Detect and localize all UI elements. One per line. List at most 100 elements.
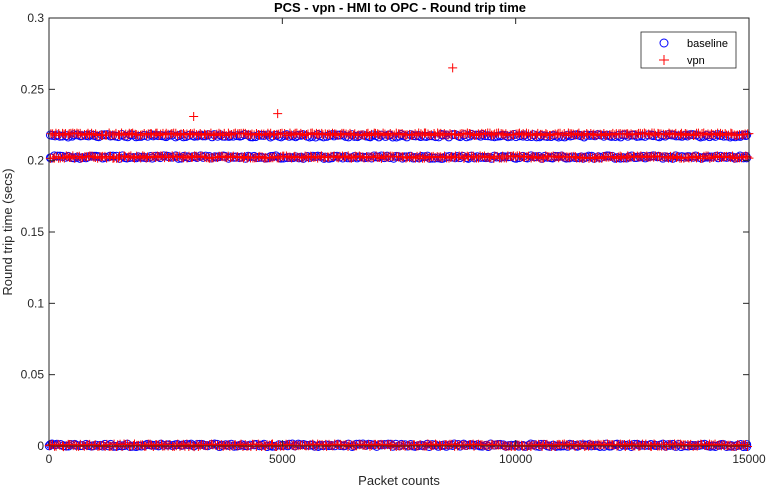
vpn-point <box>142 152 152 162</box>
y-tick-label: 0.3 <box>27 11 44 25</box>
vpn-point <box>397 152 407 162</box>
y-axis-label: Round trip time (secs) <box>0 168 15 295</box>
x-tick-label: 0 <box>46 452 53 466</box>
vpn-point <box>78 152 88 162</box>
vpn-point <box>680 128 690 138</box>
vpn-point <box>187 129 197 139</box>
vpn-point <box>602 439 612 449</box>
x-axis: 0 5000 10000 15000 <box>46 18 766 466</box>
vpn-point <box>216 129 226 139</box>
vpn-point <box>546 130 556 140</box>
vpn-point <box>706 129 716 139</box>
vpn-point <box>742 152 752 162</box>
vpn-point <box>324 152 334 162</box>
vpn-point <box>88 130 98 140</box>
vpn-point <box>350 129 360 139</box>
vpn-point <box>333 130 343 140</box>
vpn-point <box>121 129 131 139</box>
vpn-point <box>559 439 569 449</box>
legend-vpn-marker <box>659 55 669 65</box>
vpn-point <box>710 152 720 162</box>
vpn-point <box>247 129 257 139</box>
vpn-point <box>533 152 543 162</box>
vpn-point <box>259 129 269 139</box>
y-tick-label: 0.1 <box>27 296 44 310</box>
vpn-point <box>421 128 431 138</box>
vpn-point <box>167 151 177 161</box>
vpn-point <box>649 439 659 449</box>
vpn-point <box>650 151 660 161</box>
vpn-point <box>520 152 530 162</box>
vpn-point <box>53 439 63 449</box>
vpn-point <box>197 151 207 161</box>
vpn-point <box>302 152 312 162</box>
vpn-point <box>367 152 377 162</box>
vpn-point <box>255 151 265 161</box>
vpn-point <box>479 151 489 161</box>
vpn-point <box>117 128 127 138</box>
legend: baseline vpn <box>640 31 737 69</box>
vpn-point <box>358 130 368 140</box>
vpn-point <box>718 439 728 449</box>
y-tick-label: 0.25 <box>21 82 45 96</box>
x-tick-label: 10000 <box>499 452 533 466</box>
legend-baseline-marker <box>659 38 669 48</box>
vpn-point <box>315 152 325 162</box>
legend-box <box>640 31 737 69</box>
vpn-point <box>210 130 220 140</box>
vpn-point <box>430 439 440 449</box>
vpn-point <box>331 129 341 139</box>
vpn-point <box>182 153 192 163</box>
x-tick-label: 5000 <box>269 452 296 466</box>
legend-vpn-label: vpn <box>687 55 705 67</box>
vpn-point <box>389 130 399 140</box>
vpn-point <box>76 153 86 163</box>
vpn-point <box>650 440 660 450</box>
vpn-point <box>453 153 463 163</box>
vpn-point <box>325 130 335 140</box>
x-axis-label: Packet counts <box>358 473 440 487</box>
vpn-point <box>445 129 455 139</box>
vpn-point <box>501 129 511 139</box>
vpn-point <box>600 130 610 140</box>
legend-baseline-label: baseline <box>687 38 728 50</box>
vpn-point <box>204 130 214 140</box>
vpn-point <box>346 153 356 163</box>
vpn-point <box>59 153 69 163</box>
vpn-point <box>651 130 661 140</box>
chart-title: PCS - vpn - HMI to OPC - Round trip time <box>274 0 526 15</box>
vpn-point <box>154 130 164 140</box>
y-axis: 0 0.05 0.1 0.15 0.2 0.25 0.3 <box>21 11 749 453</box>
vpn-point <box>273 129 283 139</box>
vpn-point <box>387 439 397 449</box>
vpn-point <box>244 152 254 162</box>
vpn-point <box>333 153 343 163</box>
vpn-point <box>221 130 231 140</box>
vpn-point <box>521 128 531 138</box>
vpn-point <box>207 439 217 449</box>
vpn-point <box>316 151 326 161</box>
vpn-point <box>473 439 483 449</box>
vpn-point <box>197 439 207 449</box>
vpn-point <box>75 128 85 138</box>
vpn-point <box>290 151 300 161</box>
vpn-point <box>471 130 481 140</box>
vpn-point <box>710 439 720 449</box>
baseline-point <box>174 153 184 163</box>
vpn-point <box>626 129 636 139</box>
y-tick-label: 0.05 <box>21 368 45 382</box>
vpn-point <box>436 152 446 162</box>
vpn-point <box>195 128 205 138</box>
vpn-point <box>690 152 700 162</box>
vpn-point <box>189 111 199 121</box>
vpn-point <box>134 152 144 162</box>
vpn-point <box>673 151 683 161</box>
vpn-point <box>273 109 283 119</box>
vpn-point <box>501 153 511 163</box>
vpn-point <box>171 128 181 138</box>
vpn-point <box>514 151 524 161</box>
vpn-point <box>488 130 498 140</box>
vpn-point <box>401 153 411 163</box>
vpn-point <box>686 129 696 139</box>
